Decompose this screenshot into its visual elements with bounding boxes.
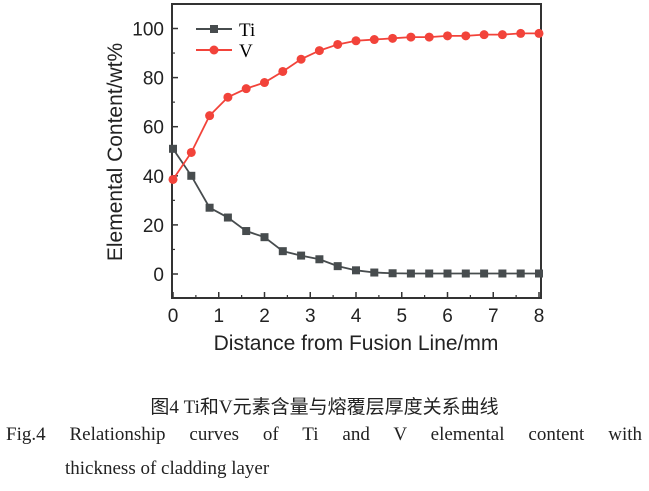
data-point-ti [443, 269, 452, 278]
data-point-v [369, 35, 379, 45]
data-point-v [497, 30, 507, 40]
legend-marker-ti [210, 25, 218, 33]
data-point-ti [388, 269, 397, 278]
y-tick-label: 100 [132, 20, 164, 41]
data-point-v [479, 30, 489, 40]
data-point-v [223, 92, 233, 102]
data-point-ti [278, 247, 287, 256]
data-point-ti [297, 251, 306, 260]
data-point-v [241, 84, 251, 94]
legend-marker-v [209, 45, 219, 55]
data-point-v [406, 32, 416, 42]
plot-frame [171, 3, 542, 299]
x-tick-label: 6 [442, 306, 453, 327]
y-tick-label: 0 [153, 265, 164, 286]
data-point-v [443, 31, 452, 41]
data-point-ti [205, 203, 214, 212]
data-point-ti [461, 269, 470, 278]
legend-label-v: V [239, 41, 253, 62]
data-point-v [388, 33, 398, 43]
data-point-ti [242, 227, 251, 236]
data-point-v [461, 31, 471, 41]
data-point-ti [480, 269, 489, 278]
y-tick-label: 40 [143, 167, 164, 188]
data-point-ti [223, 213, 232, 222]
data-point-ti [370, 268, 379, 277]
data-point-v [186, 147, 196, 157]
data-point-v [516, 28, 526, 38]
data-point-v [296, 54, 306, 64]
data-point-ti [406, 269, 415, 278]
y-tick-label: 80 [143, 69, 164, 90]
data-point-ti [425, 269, 434, 278]
x-axis-label: Distance from Fusion Line/mm [214, 332, 499, 355]
data-point-v [424, 32, 434, 42]
x-tick-label: 3 [305, 306, 316, 327]
data-point-ti [169, 144, 177, 153]
legend-label-ti: Ti [239, 20, 255, 41]
data-point-v [333, 39, 343, 49]
data-point-v [534, 28, 544, 38]
data-point-v [205, 111, 215, 121]
legend: Ti V [196, 20, 255, 62]
data-point-v [168, 174, 178, 184]
data-point-ti [498, 269, 507, 278]
figure-caption-english-line2: thickness of cladding layer [65, 458, 270, 479]
data-point-v [260, 78, 269, 88]
data-point-ti [315, 255, 324, 264]
x-tick-label: 1 [213, 306, 224, 327]
figure-caption-chinese: 图4 Ti和V元素含量与熔覆层厚度关系曲线 [150, 397, 499, 418]
data-point-ti [333, 262, 342, 271]
y-axis-label: Elemental Content/wt% [104, 43, 127, 261]
x-tick-label: 5 [396, 306, 407, 327]
data-point-v [314, 46, 324, 56]
data-point-ti [535, 269, 543, 278]
x-tick-label: 8 [534, 306, 545, 327]
data-point-ti [187, 171, 196, 180]
data-point-ti [352, 266, 360, 275]
data-point-v [278, 66, 288, 76]
y-tick-label: 20 [143, 216, 164, 237]
x-tick-label: 4 [351, 306, 362, 327]
x-tick-label: 0 [168, 306, 179, 327]
figure-caption-english-line1: Fig.4 Relationship curves of Ti and V el… [6, 424, 642, 445]
data-point-ti [516, 269, 525, 278]
y-tick-label: 60 [143, 118, 164, 139]
x-tick-label: 2 [259, 306, 270, 327]
x-tick-label: 7 [488, 306, 499, 327]
data-point-ti [260, 233, 269, 242]
data-point-v [351, 36, 361, 46]
